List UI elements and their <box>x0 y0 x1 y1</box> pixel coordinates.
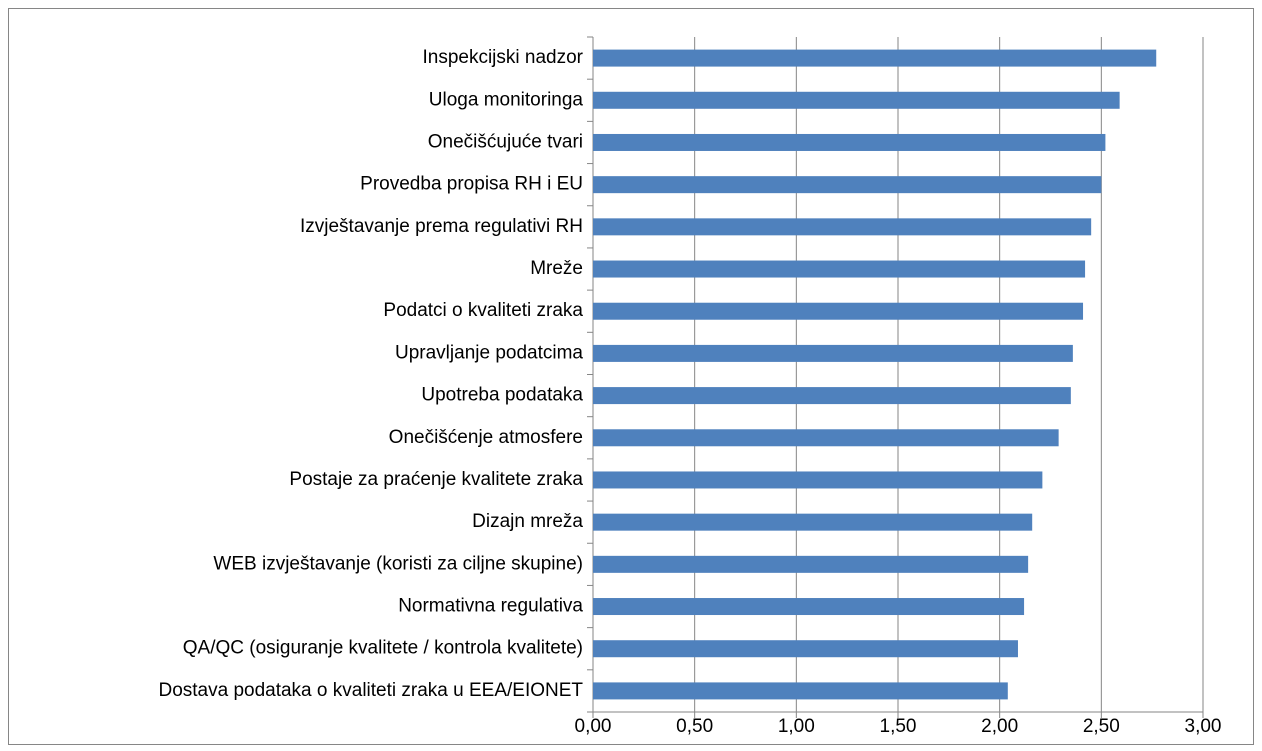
x-tick-label: 0,50 <box>676 716 713 737</box>
chart-border <box>8 8 1254 745</box>
bar <box>593 302 1084 320</box>
bar <box>593 218 1092 236</box>
y-tick-label: Dostava podataka o kvaliteti zraka u EEA… <box>158 680 583 701</box>
x-tick-label: 2,50 <box>1083 716 1120 737</box>
y-tick-label: QA/QC (osiguranje kvalitete / kontrola k… <box>183 638 583 659</box>
y-tick-label: Upotreba podataka <box>421 385 583 406</box>
bar <box>593 682 1008 700</box>
x-tick-label: 0,00 <box>575 716 612 737</box>
bar <box>593 429 1059 447</box>
y-tick-label: Mreže <box>530 258 583 279</box>
y-tick-label: Podatci o kvaliteti zraka <box>383 300 583 321</box>
bar <box>593 555 1029 573</box>
x-tick-label: 1,50 <box>880 716 917 737</box>
bar <box>593 176 1102 194</box>
y-tick-label: Dizajn mreža <box>472 511 583 532</box>
y-tick-label: Postaje za praćenje kvalitete zraka <box>289 469 583 490</box>
bar <box>593 91 1120 109</box>
x-tick-label: 2,00 <box>981 716 1018 737</box>
y-tick-label: Izvještavanje prema regulativi RH <box>300 216 583 237</box>
y-tick-label: Provedba propisa RH i EU <box>360 174 583 195</box>
y-tick-label: Onečišćenje atmosfere <box>389 427 583 448</box>
bar <box>593 49 1157 67</box>
y-tick-label: Uloga monitoringa <box>429 89 584 110</box>
bar <box>593 260 1086 278</box>
bar <box>593 133 1106 151</box>
x-tick-label: 3,00 <box>1185 716 1222 737</box>
bar <box>593 513 1033 531</box>
bar <box>593 344 1073 362</box>
bar <box>593 387 1071 405</box>
y-tick-label: Onečišćujuće tvari <box>428 131 583 152</box>
y-tick-label: Inspekcijski nadzor <box>422 47 583 68</box>
bar <box>593 598 1025 616</box>
bar <box>593 471 1043 489</box>
x-tick-label: 1,00 <box>778 716 815 737</box>
y-tick-label: Normativna regulativa <box>398 596 583 617</box>
y-tick-label: WEB izvještavanje (koristi za ciljne sku… <box>213 553 583 574</box>
y-tick-label: Upravljanje podatcima <box>395 342 583 363</box>
bar <box>593 640 1018 658</box>
